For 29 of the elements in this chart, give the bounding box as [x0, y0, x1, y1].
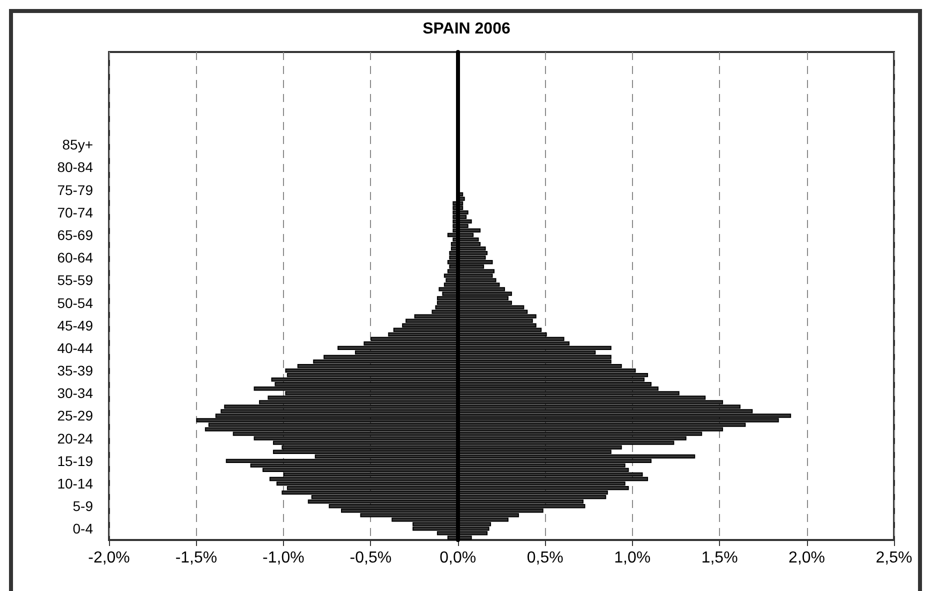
x-tick-label: 2,5%	[876, 550, 912, 566]
x-tick-label: 0,0%	[440, 550, 476, 566]
y-tick-label: 40-44	[57, 340, 94, 356]
y-tick-label: 55-59	[57, 272, 94, 288]
y-tick-label: 10-14	[57, 476, 94, 492]
y-tick-label: 5-9	[72, 498, 94, 514]
x-tick-label: 2,0%	[788, 550, 826, 566]
y-tick-label: 65-69	[57, 227, 94, 243]
y-tick-label: 30-34	[57, 385, 94, 402]
y-tick-label: 50-54	[57, 294, 94, 311]
x-tick-label: 1,5%	[701, 550, 738, 566]
chart-title: SPAIN 2006	[422, 20, 510, 38]
y-tick-label: 25-29	[57, 408, 94, 424]
y-tick-label: 85y+	[62, 136, 93, 153]
x-tick-label: -0,5%	[350, 550, 392, 566]
y-tick-label: 20-24	[57, 430, 94, 446]
y-tick-label: 75-79	[57, 182, 94, 198]
x-tick-label: 0,5%	[526, 550, 564, 566]
y-tick-label: 45-49	[57, 317, 94, 334]
y-tick-label: 70-74	[57, 204, 94, 220]
y-tick-label: 15-19	[57, 452, 94, 469]
y-tick-label: 80-84	[57, 159, 94, 176]
y-tick-label: 60-64	[57, 250, 94, 266]
x-tick-label: -1,0%	[262, 550, 304, 566]
y-tick-label: 35-39	[57, 362, 94, 379]
x-tick-label: 1,0%	[614, 550, 651, 566]
x-tick-label: -1,5%	[175, 550, 218, 566]
x-tick-label: -2,0%	[88, 550, 130, 566]
y-tick-label: 0-4	[72, 520, 94, 537]
